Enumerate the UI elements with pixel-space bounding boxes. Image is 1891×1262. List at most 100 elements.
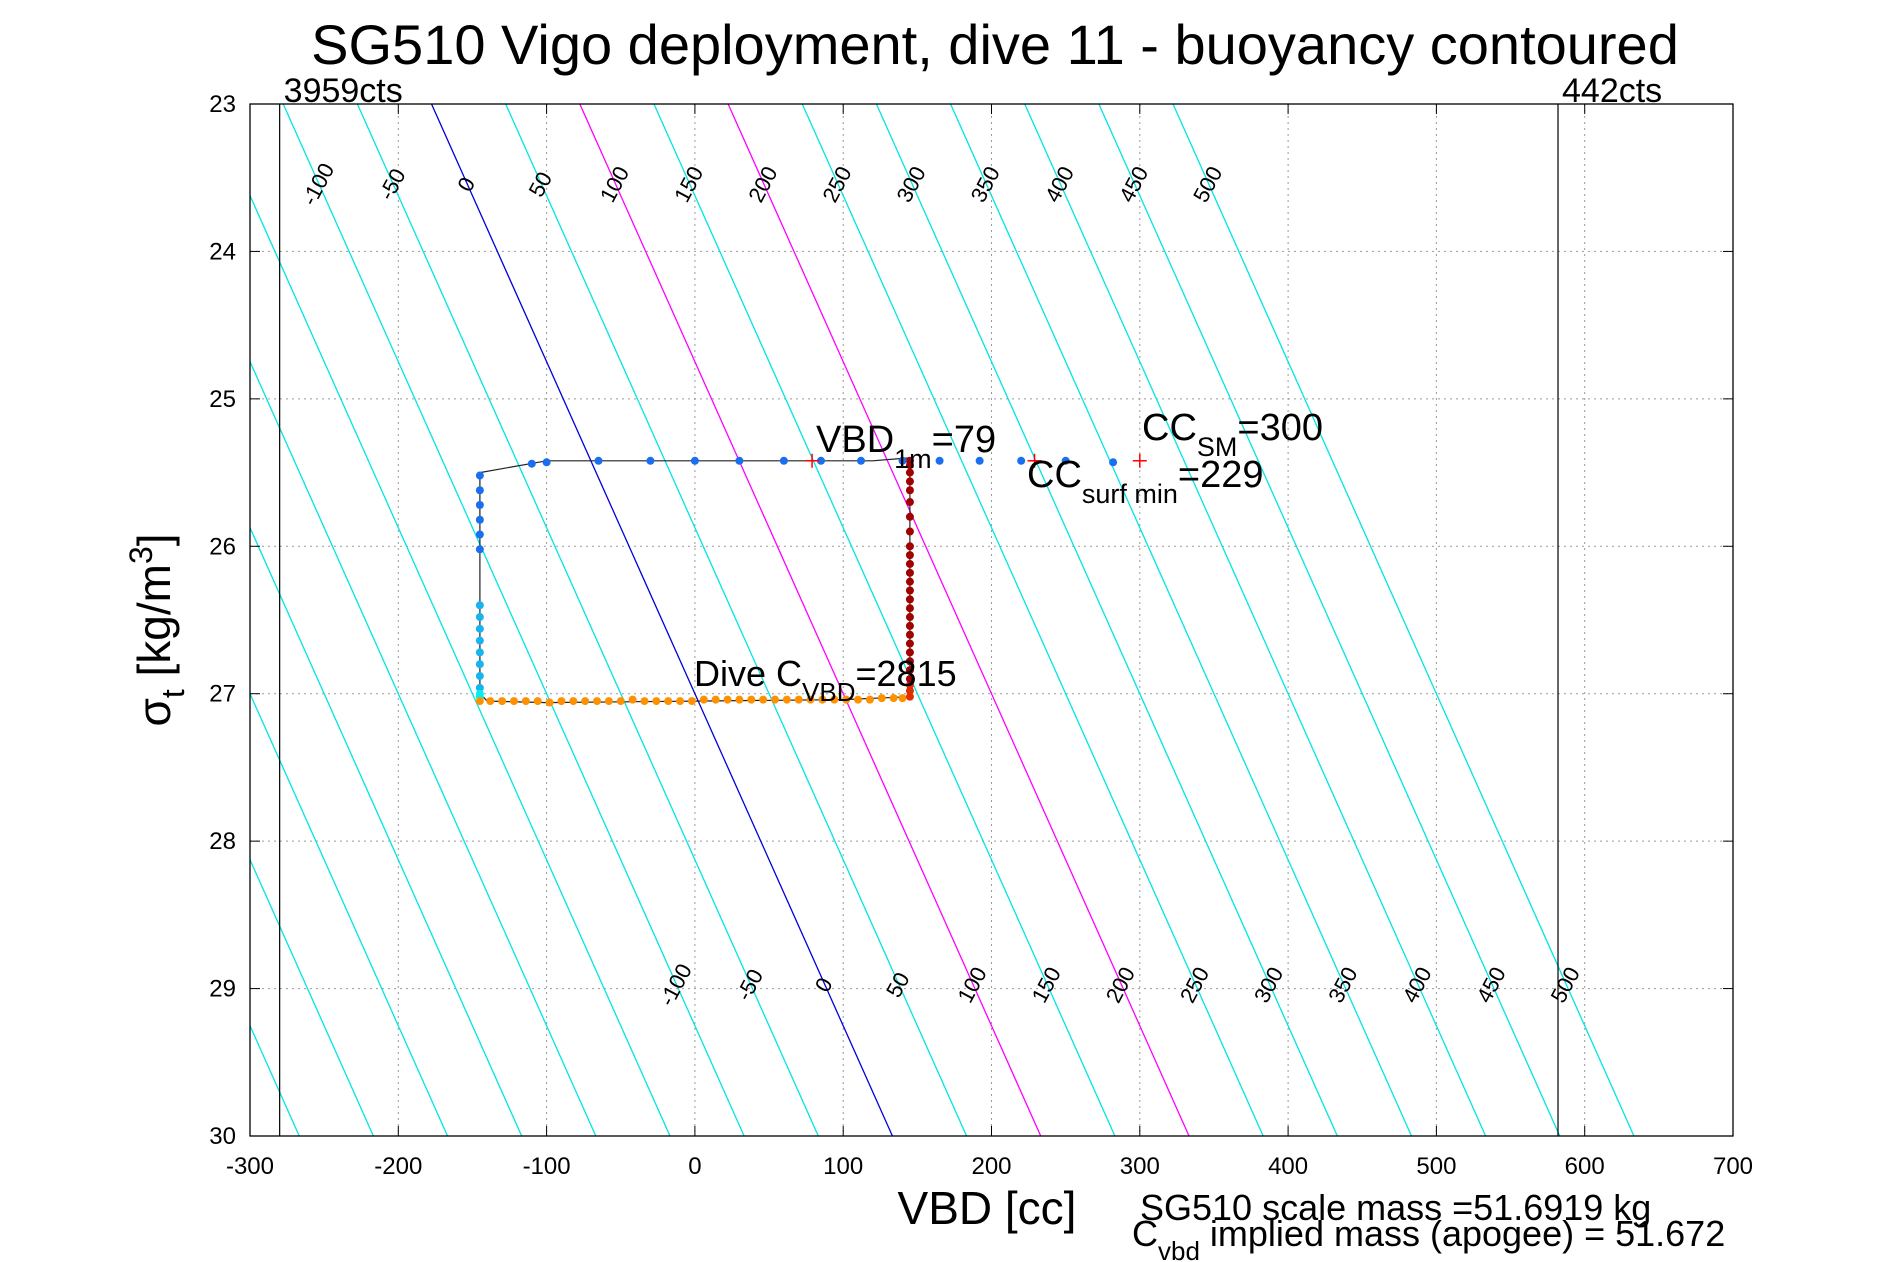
data-point	[905, 630, 914, 639]
data-point	[905, 680, 914, 689]
contour-line	[250, 858, 374, 1136]
y-tick-label: 25	[209, 386, 236, 413]
y-tick-label: 29	[209, 976, 236, 1003]
data-point	[806, 695, 815, 704]
contour-line	[801, 104, 1264, 1136]
contour-label-top: 350	[966, 162, 1005, 206]
contour-line	[579, 104, 1042, 1136]
y-axis-label: σt [kg/m3]	[123, 533, 191, 726]
data-point	[475, 545, 484, 554]
contour-label-top: -100	[297, 159, 340, 210]
contour-line	[356, 104, 819, 1136]
data-point	[475, 501, 484, 510]
data-point	[898, 456, 907, 465]
data-point	[782, 695, 791, 704]
x-tick-label: 400	[1268, 1153, 1308, 1180]
annotation-cc-surf-min-value: =229	[1178, 454, 1264, 496]
x-tick-label: 100	[823, 1153, 863, 1180]
data-point	[699, 695, 708, 704]
data-point	[747, 695, 756, 704]
data-point	[905, 568, 914, 577]
data-point	[856, 456, 865, 465]
contour-label-bottom: 300	[1249, 963, 1288, 1007]
contour-line	[1172, 104, 1635, 1136]
annotation-cc-sm-base: CC	[1142, 407, 1197, 449]
grid	[250, 104, 1733, 1136]
data-point	[1017, 456, 1026, 465]
data-point	[687, 697, 696, 706]
contour-label-bottom: -100	[654, 960, 697, 1011]
data-point	[877, 694, 886, 703]
annotation-dive-c-vbd-sub: VBD	[802, 677, 855, 707]
contour-label-top: 100	[595, 162, 634, 206]
data-point	[711, 695, 720, 704]
contour-label-top: 50	[524, 168, 558, 201]
data-point	[475, 636, 484, 645]
data-point	[475, 530, 484, 539]
y-axis-label-sup: 3	[123, 546, 159, 564]
contour-line	[727, 104, 1190, 1136]
data-point	[905, 551, 914, 560]
data-point	[905, 586, 914, 595]
contour-line	[653, 104, 1116, 1136]
contour-labels: -100 -50 0 50 100 150 200 250 300 350 400 450 500-10…	[297, 159, 1585, 1010]
x-tick-label: 700	[1713, 1153, 1753, 1180]
data-point	[527, 459, 536, 468]
annotation-vbd-1m-value: =79	[932, 419, 996, 461]
x-axis-label: VBD [cc]	[898, 1182, 1077, 1234]
footer-implied-rest: implied mass (apogee) = 51.672	[1200, 1213, 1725, 1254]
data-points	[475, 456, 1118, 707]
contour-label-bottom: 200	[1101, 963, 1140, 1007]
annotation-vbd-1m: VBD1m=79	[816, 419, 996, 474]
data-point	[533, 697, 542, 706]
data-point	[521, 697, 530, 706]
data-point	[898, 694, 907, 703]
contour-label-top: 450	[1114, 162, 1153, 206]
x-tick-label: 600	[1565, 1153, 1605, 1180]
y-axis-label-sub: t	[155, 689, 191, 698]
contour-label-bottom: 50	[881, 968, 915, 1001]
annotation-cc-sm-value: =300	[1237, 407, 1323, 449]
data-point	[664, 697, 673, 706]
data-point	[905, 559, 914, 568]
data-point	[475, 471, 484, 480]
data-point	[905, 498, 914, 507]
data-point	[594, 456, 603, 465]
data-point	[865, 695, 874, 704]
data-point	[905, 666, 914, 675]
data-point	[905, 577, 914, 586]
data-point	[545, 698, 554, 707]
data-point	[569, 697, 578, 706]
data-point	[542, 458, 551, 467]
contour-line	[250, 194, 671, 1136]
data-point	[509, 697, 518, 706]
data-point	[593, 697, 602, 706]
contour-label-top: 150	[669, 162, 708, 206]
data-point	[905, 486, 914, 495]
y-axis: 23 24 25 26 27 28 29 30	[209, 91, 1733, 1150]
data-point	[905, 595, 914, 604]
contour-label-top: 400	[1040, 162, 1079, 206]
annotation-cc-surf-min: CCsurf min=229	[1027, 454, 1264, 509]
data-point	[818, 695, 827, 704]
data-point	[935, 456, 944, 465]
footer-implied-base: C	[1132, 1213, 1158, 1254]
x-tick-label: 500	[1416, 1153, 1456, 1180]
contour-label-top: 0	[452, 173, 480, 196]
data-point	[905, 477, 914, 486]
contour-label-bottom: 0	[810, 974, 838, 997]
contour-line	[1098, 104, 1561, 1136]
annotation-dive-c-vbd-base: Dive C	[694, 653, 802, 694]
data-point	[475, 660, 484, 669]
data-point	[759, 695, 768, 704]
y-tick-label: 23	[209, 91, 236, 118]
data-point	[905, 621, 914, 630]
x-tick-label: 0	[688, 1153, 701, 1180]
y-axis-label-sigma: σ	[128, 698, 180, 726]
contour-label-bottom: 150	[1027, 963, 1066, 1007]
y-axis-label-end: ]	[128, 533, 180, 546]
data-point	[646, 456, 655, 465]
data-point	[905, 468, 914, 477]
data-point	[905, 686, 914, 695]
contour-label-bottom: 350	[1323, 963, 1362, 1007]
